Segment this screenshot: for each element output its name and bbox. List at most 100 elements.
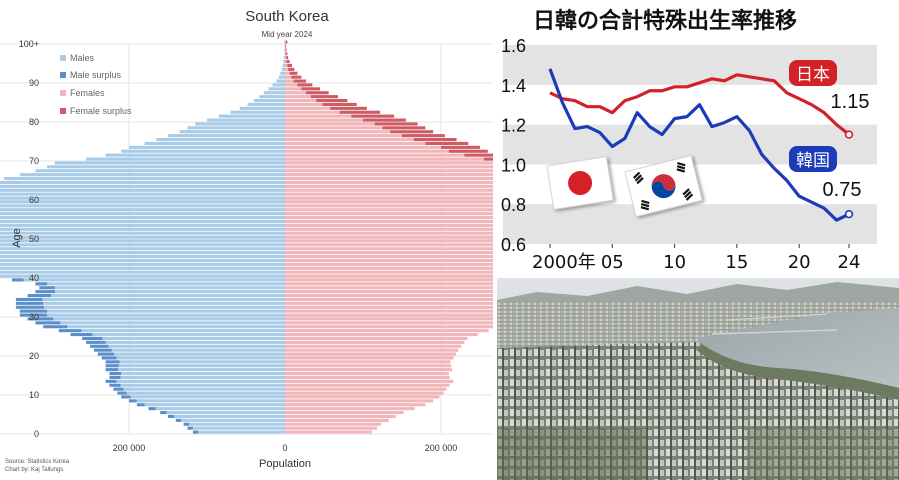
male-bar (67, 325, 285, 329)
seoul-han-river-photo-icon (497, 278, 899, 480)
male-surplus-bar (35, 290, 55, 294)
male-bar (19, 173, 286, 177)
tfr-x-tick-label: 05 (601, 252, 624, 273)
tfr-y-ticks: 1.6 1.4 1.2 1.0 0.8 0.6 (501, 36, 526, 255)
female-bar (285, 305, 493, 309)
male-bar (0, 266, 286, 270)
female-bar (285, 399, 434, 403)
female-bar (285, 153, 465, 157)
female-bar (285, 71, 290, 75)
population-pyramid-panel: South Korea Mid year 2024 Age Population… (0, 8, 493, 473)
female-bar (285, 266, 493, 270)
female-bar (285, 67, 289, 71)
male-bar (108, 344, 285, 348)
pyramid-y-tick-label: 90 (29, 78, 39, 88)
male-bar (0, 255, 286, 259)
female-surplus-bar (390, 130, 434, 134)
male-bar (192, 426, 285, 430)
male-bar (92, 333, 285, 337)
female-surplus-bar (286, 56, 289, 60)
tfr-y-tick-label: 1.0 (501, 155, 526, 175)
tfr-x-ticks: 2000年 05 10 15 20 24 (532, 244, 860, 273)
male-bar (174, 414, 285, 418)
male-bar (282, 63, 285, 67)
female-bar (285, 356, 454, 360)
male-surplus-bar (113, 387, 124, 391)
male-bar (278, 75, 285, 79)
male-bar (0, 216, 285, 220)
pyramid-y-tick-label: 50 (29, 234, 39, 244)
male-bar (0, 184, 286, 188)
female-bar (285, 243, 493, 247)
male-bar (51, 294, 285, 298)
tfr-x-tick-label: 20 (788, 252, 811, 273)
female-bar (285, 255, 493, 259)
female-bar (285, 235, 493, 239)
male-bar (121, 372, 285, 376)
male-surplus-bar (129, 399, 137, 403)
female-bar (285, 130, 391, 134)
male-bar (102, 336, 285, 340)
male-bar (0, 212, 285, 216)
pyramid-legend: Males Male surplus Females Female surplu… (60, 53, 132, 116)
male-bar (114, 352, 286, 356)
male-bar (0, 196, 285, 200)
male-bar (281, 67, 285, 71)
japan-series-line (549, 73, 850, 136)
female-bar (285, 180, 493, 184)
female-bar (285, 262, 493, 266)
male-bar (144, 141, 285, 145)
male-surplus-bar (148, 407, 156, 411)
male-bar (259, 95, 285, 99)
female-surplus-bar (413, 138, 457, 142)
male-bar (280, 71, 285, 75)
male-bar (195, 122, 285, 126)
male-bar (105, 340, 285, 344)
male-surplus-bar (19, 309, 48, 313)
female-bar (285, 56, 287, 60)
male-surplus-bar (183, 422, 190, 426)
female-bar (285, 426, 378, 430)
female-bar (285, 352, 456, 356)
pyramid-source: Source: Statistics Korea (5, 459, 70, 465)
female-bar (285, 184, 493, 188)
male-bar (105, 153, 285, 157)
female-bar (285, 134, 402, 138)
male-bar (47, 282, 285, 286)
female-bar (285, 270, 493, 274)
legend-swatch-female-surplus (60, 108, 66, 114)
male-surplus-bar (82, 336, 103, 340)
female-bar (285, 282, 493, 286)
male-bar (0, 239, 285, 243)
male-surplus-bar (86, 340, 106, 344)
male-surplus-bar (93, 348, 112, 352)
female-bar (285, 258, 493, 262)
tfr-grid-band (503, 204, 877, 244)
female-bar (285, 102, 323, 106)
male-bar (54, 161, 286, 165)
female-bar (285, 329, 489, 333)
female-surplus-bar (330, 106, 367, 110)
female-bar (285, 141, 426, 145)
female-surplus-bar (322, 102, 357, 106)
fertility-rate-chart: 1.6 1.4 1.2 1.0 0.8 0.6 2000年 05 10 15 20 24 日韓の合計… (501, 8, 877, 273)
female-bar (285, 138, 414, 142)
female-bar (285, 391, 444, 395)
pyramid-y-tick-label: 60 (29, 195, 39, 205)
female-bar (285, 145, 441, 149)
male-bar (0, 231, 285, 235)
female-bar (285, 219, 493, 223)
japan-end-marker (844, 130, 854, 139)
tfr-y-tick-label: 1.2 (501, 116, 526, 136)
male-surplus-bar (192, 430, 199, 434)
female-bar (285, 321, 493, 325)
male-bar (116, 356, 286, 360)
female-bar (285, 286, 493, 290)
female-surplus-bar (301, 87, 321, 91)
male-surplus-bar (117, 391, 127, 395)
male-surplus-bar (105, 368, 119, 372)
female-surplus-bar (464, 153, 493, 157)
pyramid-y-tick-label: 40 (29, 273, 39, 283)
male-bar (123, 387, 285, 391)
pyramid-y-tick-label: 70 (29, 156, 39, 166)
